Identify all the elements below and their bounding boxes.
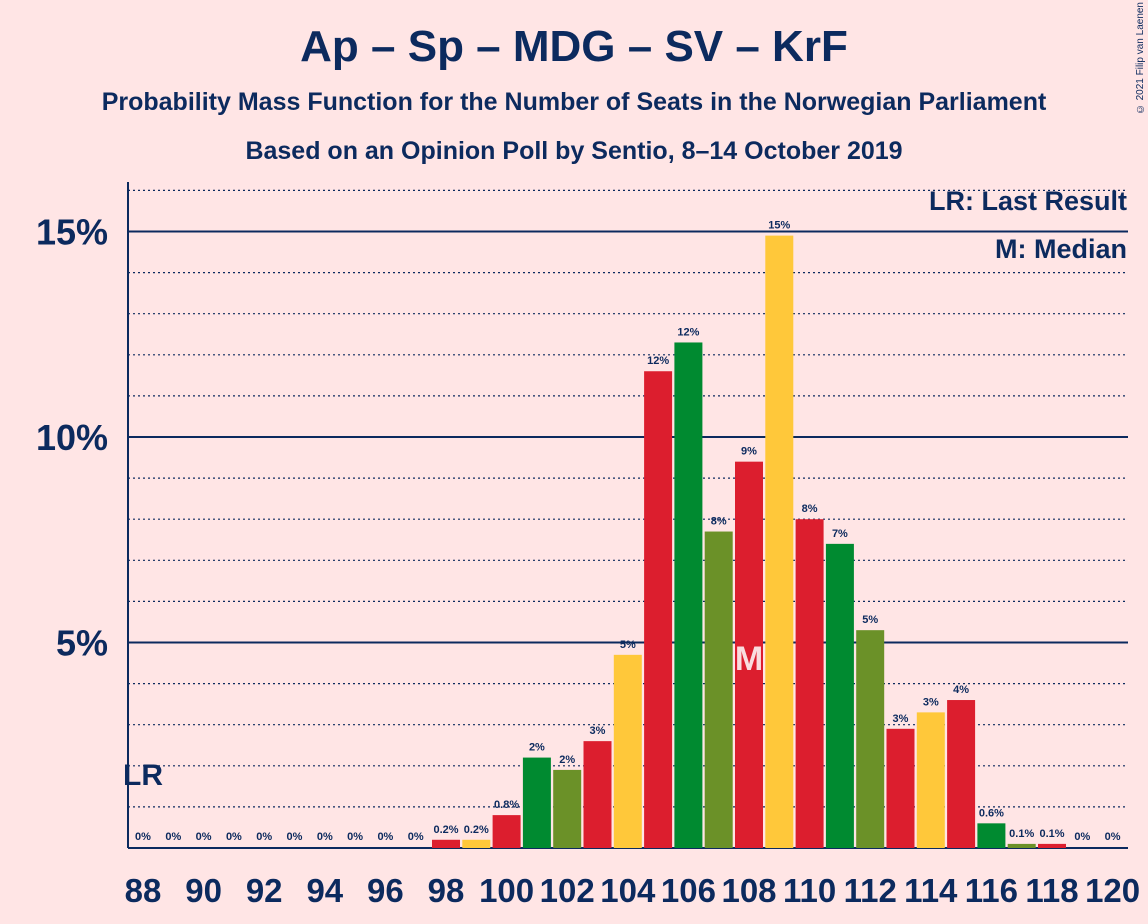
y-tick-label: 15% <box>36 212 108 253</box>
bar-seat-116 <box>977 823 1006 848</box>
chart-subtitle: Probability Mass Function for the Number… <box>101 88 1047 116</box>
bar-value-label: 5% <box>862 614 878 626</box>
bar-value-label: 7% <box>832 528 848 540</box>
bar-value-label: 0% <box>317 831 333 843</box>
x-tick-label: 94 <box>306 872 343 909</box>
bar-value-label: 5% <box>620 639 636 651</box>
bar-seat-102 <box>553 769 582 848</box>
x-tick-label: 118 <box>1025 872 1078 909</box>
bar-value-label: 0% <box>408 831 424 843</box>
bar-value-label: 0% <box>256 831 272 843</box>
bar-value-label: 3% <box>590 725 606 737</box>
x-tick-label: 114 <box>904 872 958 909</box>
bar-seat-103 <box>583 741 612 848</box>
x-tick-label: 98 <box>428 872 465 909</box>
bar-seat-100 <box>492 815 521 848</box>
x-tick-label: 120 <box>1085 872 1140 909</box>
bar-seat-117 <box>1007 843 1036 848</box>
bar-value-label: 9% <box>741 446 757 458</box>
bar-value-label: 0.8% <box>494 799 519 811</box>
bar-value-label: 0% <box>1105 831 1121 843</box>
chart-title: Ap – Sp – MDG – SV – KrF <box>300 22 848 71</box>
x-tick-label: 112 <box>844 872 897 909</box>
bar-seat-105 <box>644 371 673 848</box>
bar-value-label: 2% <box>559 754 575 766</box>
bar-value-label: 0% <box>287 831 303 843</box>
x-tick-label: 90 <box>185 872 222 909</box>
bar-seat-107 <box>704 531 733 848</box>
y-tick-label: 10% <box>36 417 108 458</box>
bar-value-label: 0.2% <box>464 824 489 836</box>
x-tick-label: 100 <box>479 872 534 909</box>
bar-value-label: 8% <box>711 516 727 528</box>
bar-value-label: 0% <box>347 831 363 843</box>
x-tick-label: 104 <box>600 872 656 909</box>
bar-seat-109 <box>765 235 794 849</box>
bar-value-label: 12% <box>677 326 699 338</box>
bar-value-label: 0% <box>165 831 181 843</box>
bar-value-label: 0% <box>196 831 212 843</box>
bar-seat-110 <box>795 519 824 848</box>
y-tick-label: 5% <box>56 623 108 664</box>
bar-seat-112 <box>856 630 885 848</box>
bar-value-label: 3% <box>923 696 939 708</box>
median-marker: M <box>735 640 763 678</box>
x-tick-label: 96 <box>367 872 404 909</box>
bar-value-label: 0.1% <box>1009 828 1034 840</box>
x-tick-label: 116 <box>965 872 1018 909</box>
bar-seat-108 <box>735 461 763 848</box>
bar-seat-98 <box>432 839 460 848</box>
bar-seat-114 <box>916 712 945 848</box>
x-tick-label: 102 <box>540 872 595 909</box>
bar-value-label: 0% <box>1074 831 1090 843</box>
bar-value-label: 3% <box>893 713 909 725</box>
bar-value-label: 12% <box>647 355 669 367</box>
bar-seat-118 <box>1038 843 1066 848</box>
chart-source: Based on an Opinion Poll by Sentio, 8–14… <box>245 137 903 165</box>
bar-value-label: 8% <box>802 503 818 515</box>
bar-value-label: 0% <box>377 831 393 843</box>
bar-value-label: 4% <box>953 684 969 696</box>
bar-seat-113 <box>886 728 915 848</box>
x-tick-label: 106 <box>661 872 716 909</box>
x-tick-label: 88 <box>125 872 162 909</box>
bar-seat-99 <box>462 839 491 848</box>
bar-seat-115 <box>947 700 976 848</box>
x-tick-label: 110 <box>783 872 836 909</box>
bar-value-label: 2% <box>529 742 545 754</box>
x-tick-label: 108 <box>721 872 776 909</box>
bar-seat-111 <box>825 543 854 848</box>
bar-value-label: 0% <box>135 831 151 843</box>
bar-seat-104 <box>613 654 642 848</box>
x-tick-label: 92 <box>246 872 283 909</box>
legend-last-result: LR: Last Result <box>929 186 1127 216</box>
bar-value-label: 0% <box>226 831 242 843</box>
bar-value-label: 0.1% <box>1039 828 1064 840</box>
bar-value-label: 15% <box>768 220 790 232</box>
bar-seat-101 <box>522 757 551 848</box>
last-result-marker: LR <box>123 759 163 792</box>
bar-value-label: 0.6% <box>979 807 1004 819</box>
legend-median: M: Median <box>995 234 1127 264</box>
bar-value-label: 0.2% <box>433 824 458 836</box>
bar-seat-106 <box>674 342 703 848</box>
